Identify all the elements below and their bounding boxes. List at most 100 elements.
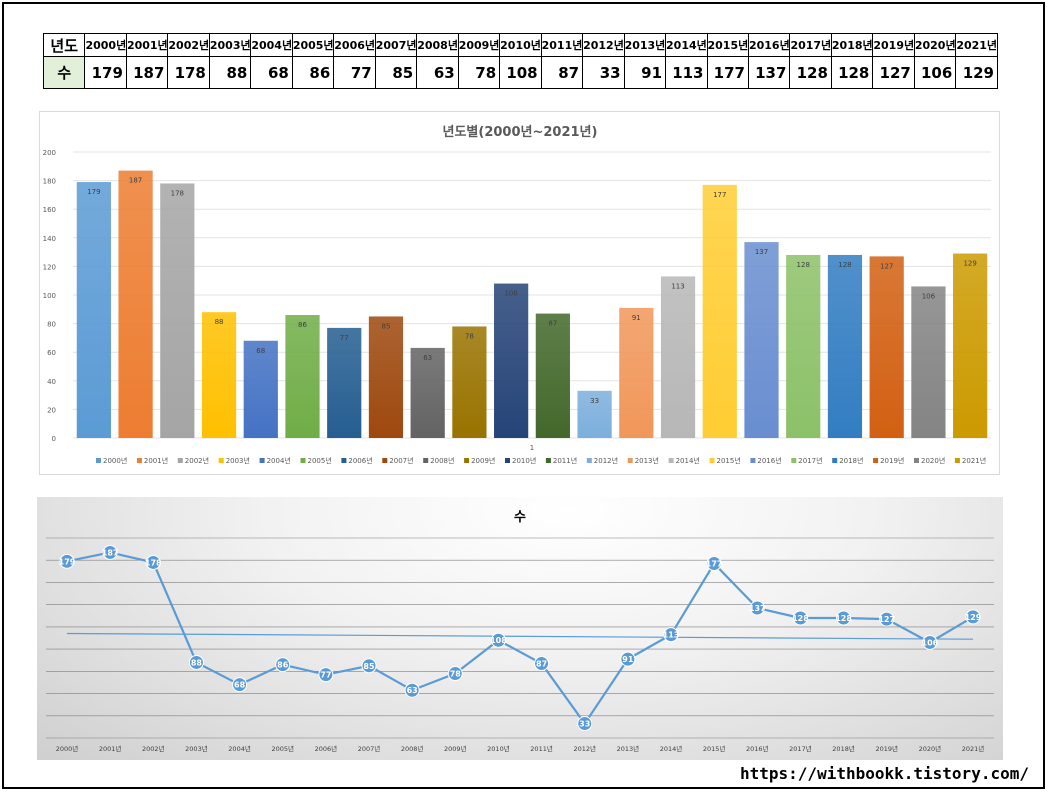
x-tick-label: 2014년 [660,744,683,753]
legend-entry: 2006년 [348,456,372,465]
bar-data-label: 128 [797,261,810,269]
point-data-label: 87 [536,660,547,669]
bar [243,340,278,438]
data-point [706,556,722,572]
bar [660,276,696,438]
table-header-row: 년도 2000년 2001년 2002년 2003년 2004년 2005년 2006년 20… [42,33,998,57]
year-value-cell: 86 [291,56,335,89]
year-value-cell: 177 [706,56,749,89]
point-data-label: 88 [191,658,203,667]
bar [452,326,487,438]
y-tick-label: 180 [43,178,56,186]
legend-swatch [914,458,919,463]
point-data-label: 128 [792,614,809,623]
x-tick-label: 2005년 [271,744,294,753]
year-header-cell: 2009년 [457,33,501,57]
year-header-cell: 2011년 [540,33,584,57]
legend-entry: 2004년 [267,456,291,465]
point-data-label: 63 [407,686,418,695]
y-tick-label: 120 [43,263,56,271]
x-tick-label: 2013년 [617,744,640,753]
year-value-cell: 129 [955,56,998,89]
bar [201,312,237,438]
point-data-label: 128 [835,614,852,623]
legend-entry: 2018년 [839,456,863,465]
x-tick-label: 2003년 [185,744,208,753]
year-value-cell: 127 [872,56,915,89]
bar-data-label: 137 [755,248,768,256]
year-header-cell: 2021년 [955,33,998,57]
legend-swatch [96,458,101,463]
bar [911,286,946,438]
legend-swatch [382,458,388,463]
bar-data-label: 127 [880,262,893,270]
legend-entry: 2010년 [512,456,536,465]
year-value-cell: 179 [84,56,127,89]
year-value-cell: 128 [830,56,874,89]
point-data-label: 127 [878,615,895,624]
bar [285,315,320,438]
bar [368,316,404,438]
legend-entry: 2002년 [185,456,209,465]
y-tick-label: 0 [52,435,56,443]
year-header-cell: 2014년 [665,33,708,57]
bar-data-label: 78 [465,332,474,340]
x-tick-label: 2012년 [573,744,596,753]
data-point [749,600,765,616]
data-point [275,657,291,673]
legend-entry: 2020년 [921,456,945,465]
data-point [620,651,636,667]
y-tick-label: 60 [47,349,56,357]
x-tick-label: 2009년 [444,744,467,753]
bar-chart: 년도별(2000년~2021년) 0 20 40 60 80 100 120 140 160 180… [39,111,1000,475]
legend-entry: 2009년 [471,456,495,465]
y-tick-label: 20 [47,406,56,414]
legend-swatch [218,458,224,463]
data-point [663,627,679,643]
data-point [879,611,895,627]
x-tick-label: 2001년 [99,744,122,753]
legend-entry: 2001년 [144,456,168,465]
legend-entry: 2021년 [962,456,986,465]
legend-entry: 2005년 [308,456,332,465]
legend-entry: 2003년 [226,456,250,465]
legend-swatch [832,458,838,463]
year-header-cell: 2016년 [747,33,791,57]
data-point [145,554,161,570]
year-header-cell: 2015년 [706,33,749,57]
value-label-cell: 수 [42,56,86,89]
data-point [188,654,204,670]
bar [160,183,195,438]
year-value-cell: 128 [789,56,832,89]
year-header-cell: 2005년 [291,33,335,57]
footer-url[interactable]: https://withbookk.tistory.com/ [740,764,1029,783]
bar [953,253,988,438]
year-header-cell: 2013년 [623,33,667,57]
bar [744,242,779,438]
point-data-label: 179 [59,557,76,566]
data-point [490,632,506,648]
bar-data-label: 187 [129,177,142,185]
year-header-cell: 2000년 [84,33,127,57]
legend-entry: 2017년 [798,456,822,465]
bar-data-label: 87 [548,320,557,328]
legend-swatch [464,458,470,463]
bar-data-label: 177 [713,191,726,199]
bar [494,283,529,438]
data-point [361,658,377,674]
year-header-cell: 2018년 [830,33,874,57]
table-value-row: 수 179 187 178 88 68 86 77 85 63 78 108 87 33 91 113 177… [42,56,998,89]
x-tick-label: 2007년 [358,744,381,753]
y-tick-label: 80 [47,321,56,329]
bar [327,327,362,438]
x-tick-label: 2021년 [962,744,985,753]
data-point [102,544,118,560]
data-point [318,667,334,683]
legend-swatch [545,458,551,463]
year-header-cell: 2019년 [872,33,915,57]
x-tick-label: 2008년 [401,744,424,753]
legend-entry: 2007년 [389,456,413,465]
year-header-cell: 2017년 [789,33,832,57]
line-chart-svg: 수 179 187 178 88 68 86 77 85 63 78 108 87 33 91 113 177 1… [46,510,994,753]
